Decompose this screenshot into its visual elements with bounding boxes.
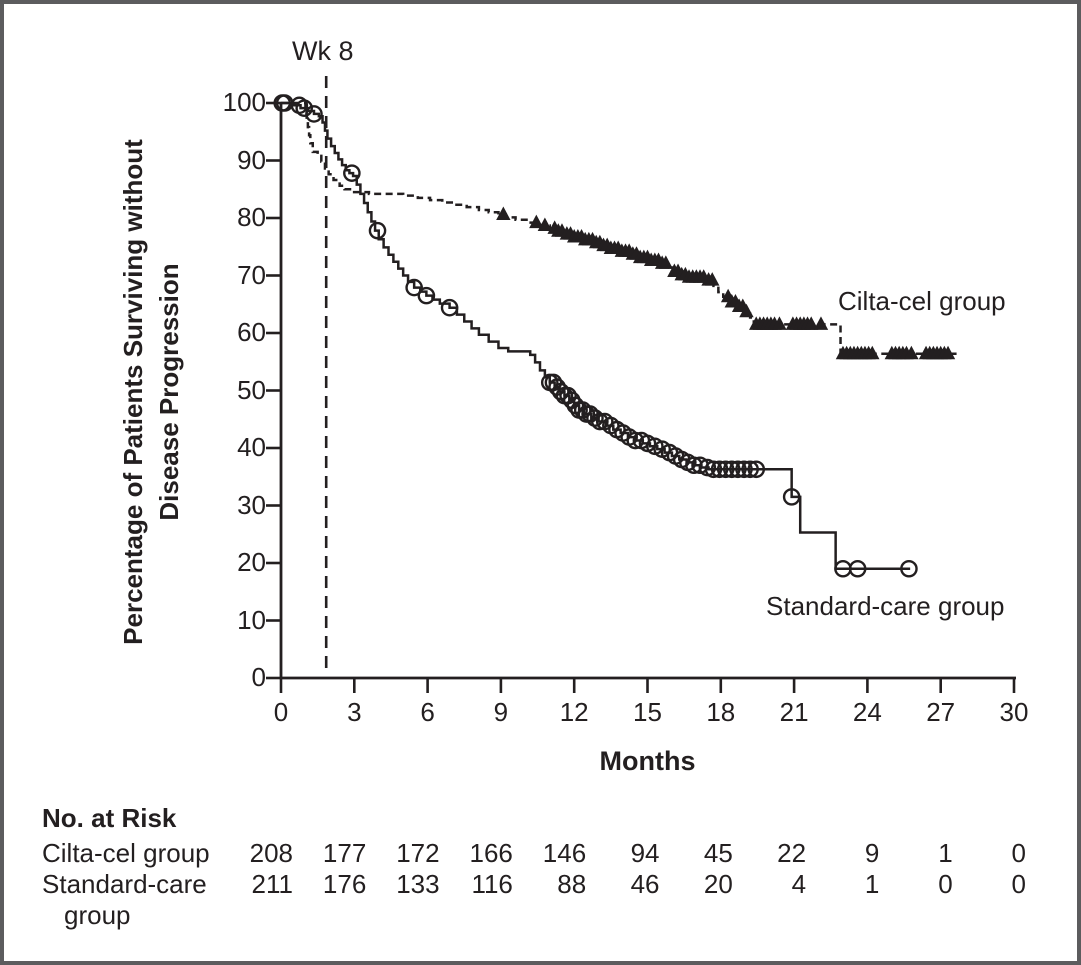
censor-mark-circle <box>900 559 918 578</box>
censor-mark-circle <box>305 105 323 123</box>
censor-mark-triangle <box>529 214 544 229</box>
risk-value-standard-care-m24: 1 <box>864 869 880 899</box>
censor-mark-triangle <box>813 316 829 330</box>
censor-mark-circle <box>591 412 609 431</box>
x-axis-title: Months <box>599 746 696 776</box>
x-tick-label-0: 0 <box>273 697 289 727</box>
x-tick-label-9: 9 <box>493 697 509 727</box>
y-tick-label-30: 30 <box>237 489 266 520</box>
censor-mark-triangle <box>658 255 674 269</box>
risk-value-standard-care-m30: 0 <box>1011 869 1026 899</box>
x-tick-label-6: 6 <box>420 697 435 727</box>
y-tick-label-50: 50 <box>237 374 266 405</box>
risk-row-label-standard-care-line1: Standard-care <box>42 869 207 899</box>
y-tick-label-60: 60 <box>237 317 266 347</box>
survival-curve-standard-care <box>281 101 911 570</box>
risk-value-standard-care-m9: 116 <box>471 869 513 899</box>
censor-mark-triangle <box>537 217 553 231</box>
risk-value-standard-care-m3: 176 <box>322 869 367 899</box>
y-tick-label-100: 100 <box>222 87 266 117</box>
censor-mark-circle <box>729 460 747 479</box>
censor-mark-circle <box>735 460 753 479</box>
y-tick-label-70: 70 <box>237 259 266 290</box>
risk-value-cilta-cel-m12: 146 <box>542 838 587 868</box>
risk-value-standard-care-m12: 88 <box>557 869 587 899</box>
km-plot <box>266 76 1016 693</box>
standard-care-series-label: Standard-care group <box>766 591 1005 621</box>
censor-mark-triangle <box>772 316 787 330</box>
x-tick-label-30: 30 <box>999 697 1029 727</box>
x-tick-label-3: 3 <box>347 697 362 727</box>
risk-row-label-standard-care-line2: group <box>64 900 131 930</box>
censor-mark-triangle <box>865 345 880 360</box>
y-axis-title-line2: Disease Progression <box>154 263 184 521</box>
censor-mark-triangle <box>705 272 720 286</box>
risk-value-cilta-cel-m21: 22 <box>777 838 807 868</box>
censor-mark-circle <box>626 431 645 450</box>
y-tick-label-20: 20 <box>237 547 266 577</box>
censor-mark-circle <box>440 298 459 317</box>
censor-mark-circle <box>710 460 729 479</box>
risk-value-cilta-cel-m6: 172 <box>396 838 440 868</box>
risk-value-cilta-cel-m27: 1 <box>938 838 953 868</box>
x-tick-label-18: 18 <box>706 697 736 727</box>
censor-mark-circle <box>722 460 741 479</box>
censor-mark-circle <box>685 456 703 475</box>
y-tick-label-80: 80 <box>237 202 266 232</box>
risk-value-standard-care-m27: 0 <box>938 869 953 899</box>
censor-mark-circle <box>782 488 801 506</box>
x-tick-label-24: 24 <box>852 697 882 727</box>
x-tick-label-21: 21 <box>779 697 809 727</box>
risk-value-cilta-cel-m15: 94 <box>630 838 660 868</box>
censor-mark-circle <box>417 286 436 305</box>
censor-mark-triangle <box>904 345 919 360</box>
censor-mark-circle <box>747 460 766 479</box>
censor-mark-circle <box>716 460 735 479</box>
y-axis-title: Percentage of Patients Surviving without… <box>115 82 187 702</box>
y-tick-label-40: 40 <box>237 432 266 462</box>
risk-value-cilta-cel-m30: 0 <box>1011 838 1026 868</box>
censor-mark-circle <box>295 99 314 117</box>
risk-value-standard-care-m18: 20 <box>703 869 733 899</box>
y-tick-label-90: 90 <box>237 144 266 175</box>
risk-value-standard-care-m6: 133 <box>396 869 440 899</box>
risk-value-cilta-cel-m9: 166 <box>469 838 513 868</box>
cilta-cel-series-label: Cilta-cel group <box>838 286 1006 316</box>
censor-mark-circle <box>343 164 361 182</box>
censor-mark-circle <box>704 460 723 479</box>
risk-row-label-cilta-cel: Cilta-cel group <box>42 838 210 868</box>
censor-mark-triangle <box>496 206 511 221</box>
y-axis-title-line1: Percentage of Patients Surviving without <box>118 139 148 645</box>
y-tick-label-10: 10 <box>237 604 266 635</box>
risk-value-standard-care-m0: 211 <box>251 869 293 899</box>
y-tick-label-0: 0 <box>251 662 266 692</box>
risk-table-header: No. at Risk <box>42 803 177 833</box>
risk-value-standard-care-m15: 46 <box>630 869 660 899</box>
figure-canvas: Wk 8 Percentage of Patients Surviving wi… <box>4 4 1077 961</box>
risk-value-cilta-cel-m18: 45 <box>703 838 733 868</box>
censor-mark-triangle <box>804 316 819 330</box>
x-tick-label-15: 15 <box>633 697 662 727</box>
risk-value-cilta-cel-m0: 208 <box>249 838 293 868</box>
risk-value-standard-care-m21: 4 <box>791 869 807 899</box>
risk-value-cilta-cel-m3: 177 <box>322 838 367 868</box>
risk-value-cilta-cel-m24: 9 <box>864 838 880 868</box>
censor-mark-triangle <box>739 303 754 318</box>
censor-mark-circle <box>368 221 387 240</box>
censor-mark-circle <box>848 559 867 578</box>
censor-mark-circle <box>405 278 423 297</box>
x-tick-label-27: 27 <box>926 697 956 727</box>
x-tick-label-12: 12 <box>559 697 589 727</box>
wk8-annotation: Wk 8 <box>292 36 354 66</box>
censor-mark-circle <box>741 460 759 479</box>
censor-mark-triangle <box>940 345 956 360</box>
